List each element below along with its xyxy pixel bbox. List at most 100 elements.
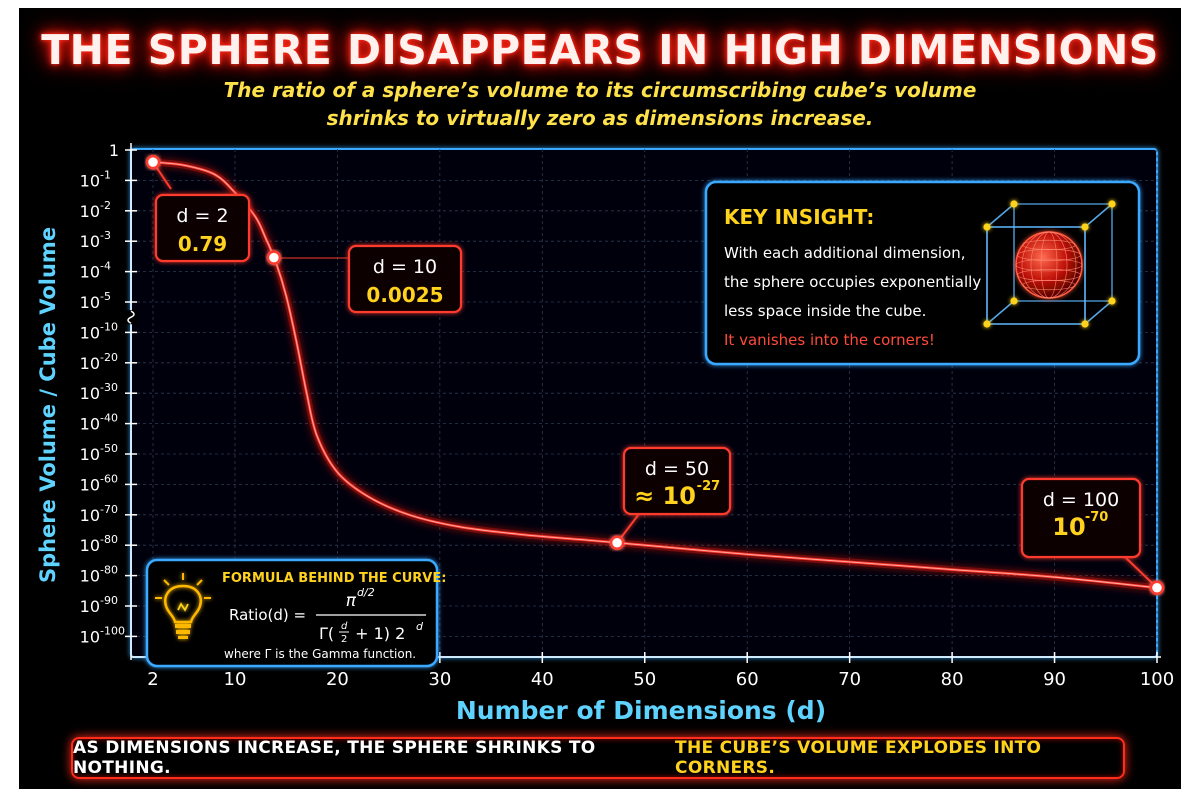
y-tick-label-exponent: -40 [100,412,118,425]
y-tick-label-exponent: -20 [100,351,118,364]
sphere-latitude [1017,248,1081,262]
y-tick-label-exponent: -80 [100,533,118,546]
subtitle-line-1: The ratio of a sphere’s volume to its ci… [223,78,977,102]
annotation-label: d = 50 [645,458,709,480]
y-tick-label-exponent: -90 [100,594,118,607]
y-tick-label: 1 [109,141,119,160]
cube-edge [986,203,1015,228]
wireframe-cube-sphere-icon [983,200,1116,328]
annotation-value: ≈ 10 [634,482,696,510]
formula-numerator-base: π [346,591,357,611]
sphere-longitude [1021,231,1077,299]
cube-vertex [1010,200,1018,208]
formula-lhs: Ratio(d) = [229,606,306,624]
cube-vertex [983,223,991,231]
y-tick-label: 10 [80,202,100,221]
x-tick-label: 70 [838,669,861,690]
banner-text-yellow: THE CUBE’S VOLUME EXPLODES INTO CORNERS. [675,738,1042,778]
axis-break-marker [127,310,135,324]
annotation-marker [266,250,282,265]
lightbulb-icon [155,573,211,639]
annotation-value: 0.0025 [366,283,443,307]
sphere-latitude [1022,279,1076,291]
annotation-d2: d = 2 0.79 [145,154,251,263]
cube-edge [986,300,1015,325]
sphere-latitude [1015,258,1083,272]
y-tick-label: 10 [80,627,100,646]
x-tick-label: 10 [224,669,247,690]
cube-edge [1084,203,1113,228]
y-tick-label-exponent: -50 [100,442,118,455]
y-tick-label-exponent: -2 [100,199,111,212]
formula-denom-frac-top: d [341,621,348,632]
annotation-marker [609,535,625,550]
annotation-marker [145,154,161,170]
y-tick-label: 10 [80,232,100,251]
formula-denominator: Γ( d 2 + 1) 2 d [319,620,424,645]
annotation-d10: d = 10 0.0025 [266,244,463,314]
formula-denom-mid: + 1) 2 [350,624,405,643]
y-tick-label-exponent: -60 [100,472,118,485]
insight-line-2: the sphere occupies exponentially [724,273,981,291]
bottom-banner: AS DIMENSIONS INCREASE, THE SPHERE SHRIN… [71,737,1125,779]
y-axis-label: Sphere Volume / Cube Volume [36,227,60,583]
formula-denom-frac-bottom: 2 [341,634,347,645]
y-tick-label: 10 [80,263,100,282]
annotation-marker [1149,580,1165,596]
x-tick-label: 30 [428,669,451,690]
x-tick-label: 40 [531,669,554,690]
y-tick-label: 10 [80,415,100,434]
subtitle-line-2: shrinks to virtually zero as dimensions … [326,106,874,130]
infographic: THE SPHERE DISAPPEARS IN HIGH DIMENSIONS… [19,8,1181,789]
y-tick-label: 10 [80,475,100,494]
annotation-d50: d = 50≈ 10 -27 [609,446,732,550]
x-tick-label: 100 [1140,669,1174,690]
y-tick-label-exponent: -5 [100,290,111,303]
y-tick-label-exponent: -4 [100,260,111,273]
y-tick-label-exponent: -70 [100,503,118,516]
annotation-value: 10 [1052,513,1085,541]
annotation-pointer [1124,556,1158,589]
cube-vertex [1108,200,1116,208]
key-insight-panel: KEY INSIGHT: With each additional dimens… [704,180,1141,366]
y-tick-label: 10 [80,597,100,616]
y-tick-label-exponent: -3 [100,229,111,242]
y-tick-label: 10 [80,293,100,312]
annotation-value-exponent: -70 [1085,510,1109,525]
curve-core [152,161,1158,589]
banner-text-white: AS DIMENSIONS INCREASE, THE SPHERE SHRIN… [73,738,596,778]
x-tick-label: 90 [1043,669,1066,690]
annotation-label: d = 2 [176,205,228,227]
annotation-box [154,193,251,263]
insight-heading: KEY INSIGHT: [724,205,874,229]
cube-vertex [1108,297,1116,305]
formula-heading: FORMULA BEHIND THE CURVE: [222,571,446,586]
annotation-value-exponent: -27 [697,479,721,494]
cube-vertex [1010,297,1018,305]
formula-denom-exp: d [416,620,424,633]
cube-vertex [983,320,991,328]
y-tick-label: 10 [80,354,100,373]
annotation-box [347,244,463,314]
x-axis-label: Number of Dimensions (d) [456,696,826,725]
sphere-latitude [1022,239,1076,251]
x-tick-label: 20 [326,669,349,690]
y-tick-label: 10 [80,171,100,190]
formula-numerator-exp: d/2 [357,586,375,599]
page-title: THE SPHERE DISAPPEARS IN HIGH DIMENSIONS [41,26,1159,74]
cube-vertex [1081,320,1089,328]
sphere [1015,231,1083,299]
y-tick-label-exponent: -80 [100,564,118,577]
y-tick-label-exponent: -10 [100,320,118,333]
insight-line-1: With each additional dimension, [724,244,966,262]
y-tick-label-exponent: -1 [100,168,111,181]
annotation-box [1020,477,1142,559]
annotation-box [622,446,732,516]
cube-vertex [1081,223,1089,231]
y-tick-label: 10 [80,536,100,555]
x-tick-label: 80 [941,669,964,690]
x-tick-label: 50 [633,669,656,690]
annotation-value: 0.79 [178,232,227,256]
insight-line-3: less space inside the cube. [724,302,926,320]
